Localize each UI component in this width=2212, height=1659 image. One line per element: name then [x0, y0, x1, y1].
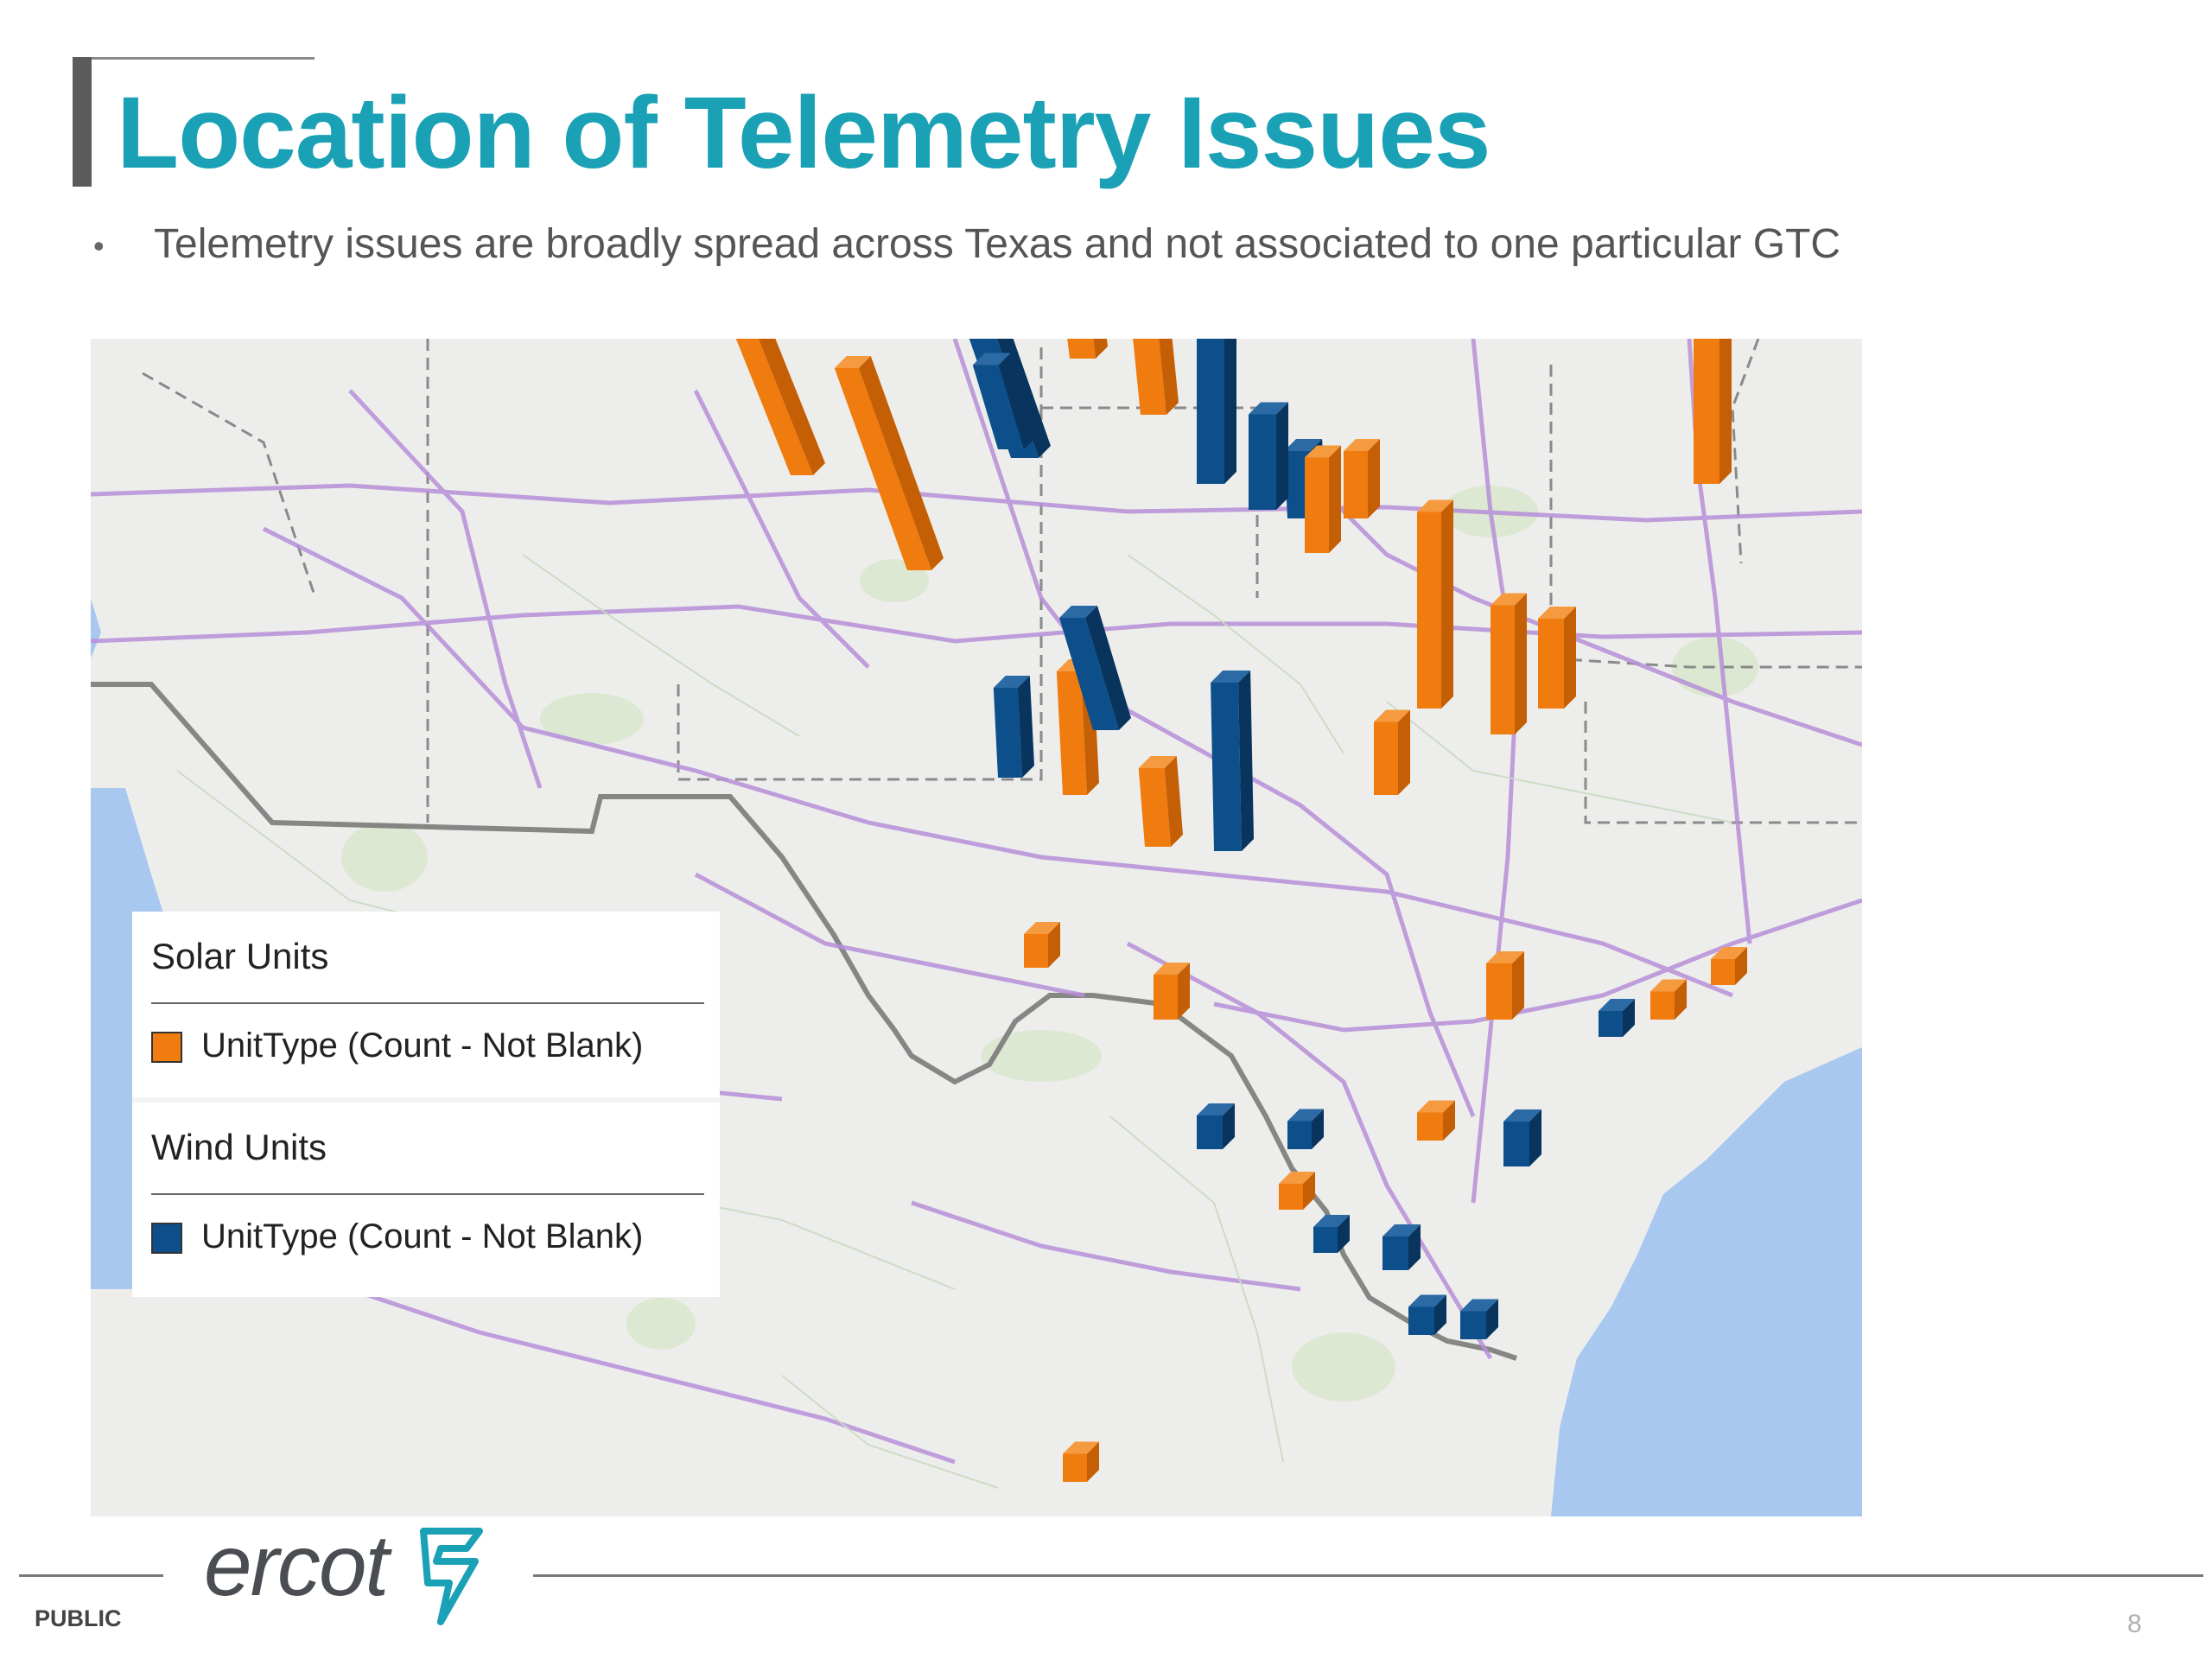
data-columns [732, 339, 1747, 1483]
wind-column[interactable] [1460, 1299, 1498, 1340]
wind-column[interactable] [1059, 606, 1131, 730]
solar-column[interactable] [1417, 499, 1453, 709]
solar-column[interactable] [1344, 439, 1380, 518]
ercot-bolt-icon [420, 1528, 483, 1625]
wind-column[interactable] [972, 353, 1036, 450]
gulf-of-mexico [1551, 1047, 1862, 1516]
wind-column[interactable] [1503, 1109, 1541, 1166]
wind-column[interactable] [993, 676, 1034, 778]
footer-rule-right [533, 1574, 2203, 1577]
solar-column[interactable] [732, 339, 825, 475]
slide-title: Location of Telemetry Issues [117, 76, 1491, 190]
wind-column[interactable] [1287, 1109, 1324, 1150]
wind-column[interactable] [1599, 999, 1635, 1037]
legend-solar-section: Solar Units UnitType (Count - Not Blank) [132, 912, 720, 1103]
wind-column[interactable] [1197, 1103, 1235, 1149]
wind-column[interactable] [1408, 1294, 1446, 1336]
solar-column[interactable] [834, 356, 944, 570]
solar-column[interactable] [1491, 593, 1527, 735]
legend-wind-label: UnitType (Count - Not Blank) [201, 1217, 644, 1255]
solar-column[interactable] [1063, 1441, 1099, 1483]
bullet-dot-icon: • [93, 228, 105, 264]
title-accent-bar [73, 57, 92, 187]
solar-column[interactable] [1486, 951, 1524, 1020]
legend-wind-title: Wind Units [151, 1127, 327, 1167]
solar-column[interactable] [1711, 947, 1747, 985]
solar-column[interactable] [1122, 339, 1179, 415]
wind-column[interactable] [1249, 402, 1288, 511]
title-top-rule [73, 57, 315, 60]
legend-divider [151, 1002, 704, 1004]
solar-column[interactable] [1694, 339, 1732, 484]
bullet-text: Telemetry issues are broadly spread acro… [154, 221, 1841, 267]
vegetation-patches [341, 486, 1758, 1402]
solar-column[interactable] [1138, 756, 1183, 847]
solar-column[interactable] [1279, 1172, 1315, 1210]
wind-column[interactable] [1313, 1215, 1350, 1253]
page-number: 8 [2127, 1610, 2142, 1638]
legend-wind-swatch [151, 1223, 182, 1254]
map-basemap [91, 339, 1862, 1516]
solar-column[interactable] [1058, 339, 1108, 359]
legend-solar-label: UnitType (Count - Not Blank) [201, 1027, 644, 1065]
legend-solar-swatch [151, 1032, 182, 1063]
wind-column[interactable] [1211, 671, 1254, 851]
solar-column[interactable] [1417, 1100, 1455, 1141]
legend-solar-title: Solar Units [151, 936, 329, 976]
legend-wind-section: Wind Units UnitType (Count - Not Blank) [132, 1103, 720, 1297]
solar-column[interactable] [1024, 922, 1060, 968]
solar-column[interactable] [1305, 445, 1341, 554]
solar-column[interactable] [1538, 607, 1576, 709]
wind-column[interactable] [1382, 1224, 1421, 1270]
mexico-border [91, 682, 1517, 1361]
map-legend: Solar Units UnitType (Count - Not Blank)… [132, 912, 720, 1297]
footer-rule-left [19, 1574, 163, 1577]
legend-divider [151, 1193, 704, 1195]
solar-column[interactable] [1154, 963, 1190, 1020]
solar-column[interactable] [1374, 709, 1410, 796]
solar-column[interactable] [1650, 979, 1687, 1020]
classification-label: PUBLIC [35, 1605, 122, 1631]
bullet-item: • Telemetry issues are broadly spread acr… [93, 220, 1840, 268]
wind-column[interactable] [1197, 339, 1236, 484]
ercot-logo: ercot [204, 1517, 389, 1614]
western-shore [91, 598, 101, 658]
texas-map[interactable]: Solar Units UnitType (Count - Not Blank)… [91, 339, 1862, 1516]
